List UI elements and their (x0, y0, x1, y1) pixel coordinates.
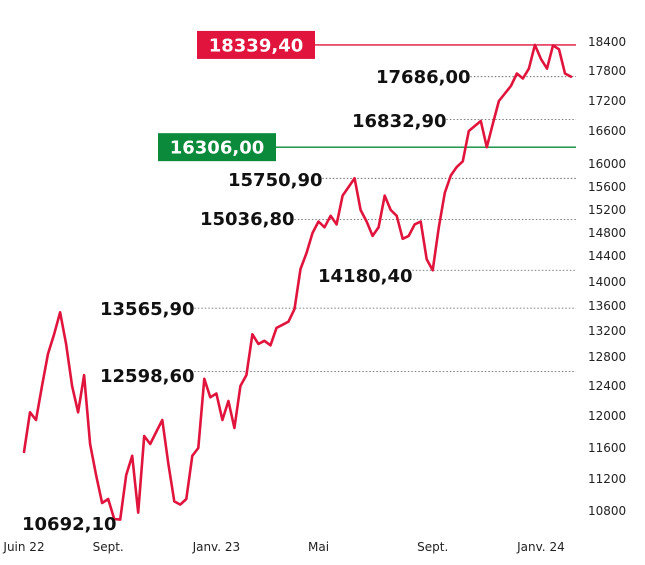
y-tick-label: 13600 (588, 299, 626, 313)
y-tick-label: 11200 (588, 472, 626, 486)
y-tick-label: 14400 (588, 249, 626, 263)
y-tick-label: 10800 (588, 504, 626, 518)
y-tick-label: 13200 (588, 324, 626, 338)
high-value-label: 18339,40 (209, 35, 304, 56)
y-tick-label: 15600 (588, 180, 626, 194)
y-tick-label: 15200 (588, 203, 626, 217)
x-tick-label: Sept. (417, 540, 448, 554)
reference-value-label: 16306,00 (170, 138, 265, 159)
y-tick-label: 11600 (588, 441, 626, 455)
annotations: 10692,10 12598,60 13565,90 15036,80 15750,90… (22, 30, 471, 535)
y-tick-label: 14800 (588, 226, 626, 240)
y-tick-label: 16600 (588, 124, 626, 138)
value-annotation: 10692,10 (22, 514, 117, 535)
y-tick-label: 14000 (588, 275, 626, 289)
value-annotation: 15036,80 (200, 209, 295, 230)
y-tick-label: 17800 (588, 64, 626, 78)
x-tick-label: Sept. (93, 540, 124, 554)
x-tick-label: Janv. 24 (516, 540, 565, 554)
y-tick-label: 17200 (588, 94, 626, 108)
y-axis: 10800 11200 11600 12000 12400 12800 13200 13600… (588, 35, 626, 518)
high-value-box (197, 30, 315, 59)
plot-area (22, 43, 573, 521)
y-tick-label: 12400 (588, 379, 626, 393)
value-annotation: 17686,00 (376, 67, 471, 88)
value-annotation: 14180,40 (318, 266, 413, 287)
value-annotation: 12598,60 (100, 366, 195, 387)
x-tick-label: Juin 22 (2, 540, 44, 554)
x-axis: Juin 22 Sept. Janv. 23 Mai Sept. Janv. 24 (2, 540, 564, 554)
value-annotation: 16832,90 (352, 111, 447, 132)
x-tick-label: Janv. 23 (192, 540, 241, 554)
value-annotation: 15750,90 (228, 170, 323, 191)
value-annotation: 13565,90 (100, 299, 195, 320)
y-tick-label: 16000 (588, 157, 626, 171)
y-tick-label: 12000 (588, 409, 626, 423)
leader-lines (190, 44, 576, 373)
y-tick-label: 12800 (588, 350, 626, 364)
x-tick-label: Mai (308, 540, 329, 554)
y-tick-label: 18400 (588, 35, 626, 49)
reference-value-box (158, 133, 276, 162)
price-series-line (22, 43, 573, 521)
